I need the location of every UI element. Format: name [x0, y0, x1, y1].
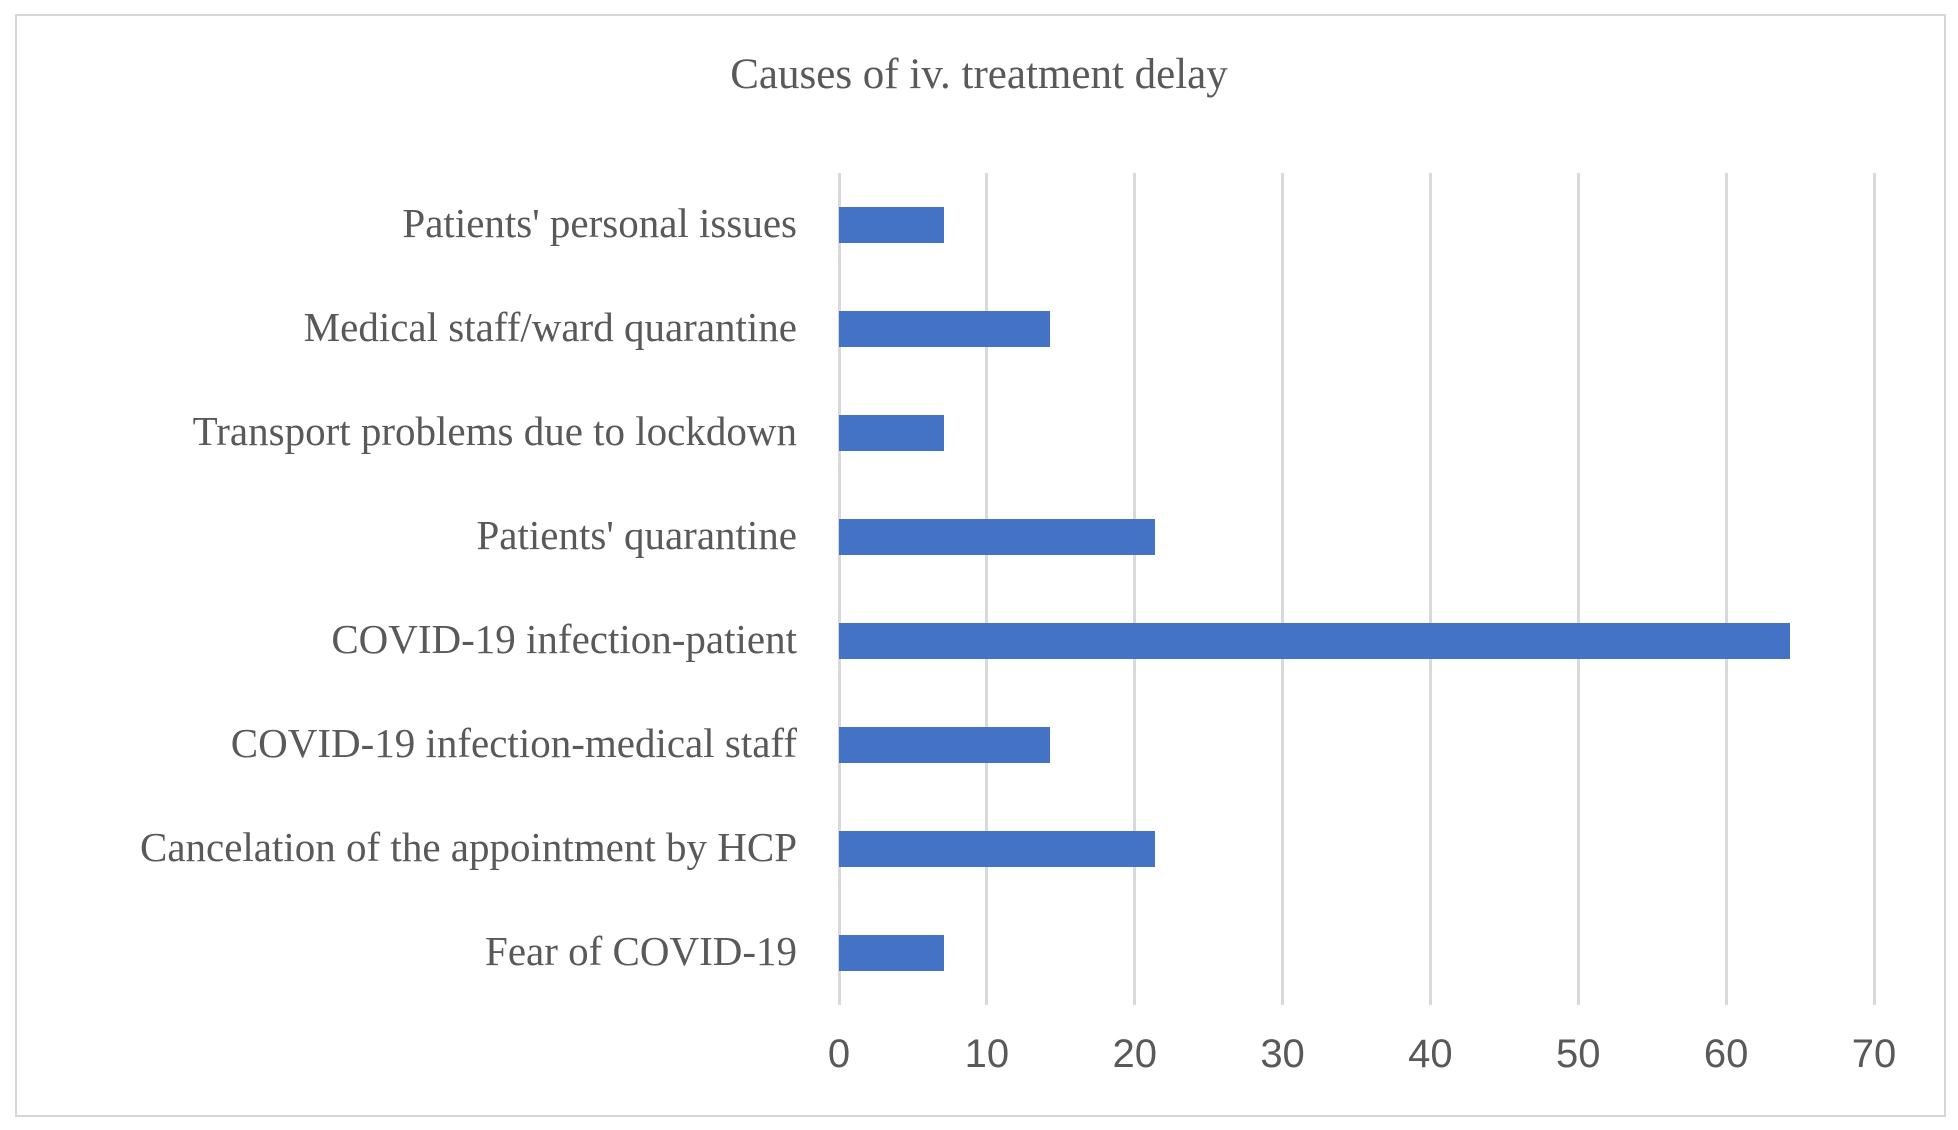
category-label: Fear of COVID-19	[485, 928, 797, 974]
bar	[839, 415, 944, 451]
bar-row: Cancelation of the appointment by HCP	[0, 797, 1958, 901]
gridline-x-0	[837, 173, 841, 1005]
category-label: Patients' quarantine	[476, 512, 798, 558]
bar-row: COVID-19 infection-medical staff	[0, 693, 1958, 797]
x-axis-tick-label: 70	[1851, 1032, 1897, 1076]
x-axis-tick-label: 30	[1260, 1032, 1305, 1076]
chart-title: Causes of iv. treatment delay	[730, 51, 1228, 98]
bar	[839, 935, 944, 971]
x-axis-tick-label: 50	[1556, 1032, 1601, 1076]
bar	[839, 519, 1156, 555]
category-label: Medical staff/ward quarantine	[303, 304, 797, 350]
category-label: Patients' personal issues	[402, 200, 797, 246]
gridline-x-30	[1281, 173, 1285, 1005]
gridline-x-20	[1133, 173, 1137, 1005]
category-label: COVID-19 infection-patient	[331, 616, 797, 662]
bar-row: Fear of COVID-19	[0, 901, 1958, 1005]
gridline-x-40	[1428, 173, 1432, 1005]
bar-row: Transport problems due to lockdown	[0, 381, 1958, 485]
bar-row: Medical staff/ward quarantine	[0, 277, 1958, 381]
bar	[839, 727, 1051, 763]
category-label: Transport problems due to lockdown	[192, 408, 797, 454]
x-axis-tick-label: 20	[1112, 1032, 1157, 1076]
gridline-x-10	[985, 173, 989, 1005]
x-axis-tick-label: 40	[1408, 1032, 1453, 1076]
bar	[839, 311, 1051, 347]
x-axis-tick-label: 10	[964, 1032, 1010, 1076]
category-label: Cancelation of the appointment by HCP	[139, 824, 797, 870]
bar	[839, 831, 1156, 867]
x-axis-tick-label: 60	[1703, 1032, 1749, 1076]
category-label: COVID-19 infection-medical staff	[230, 720, 797, 766]
gridline-x-50	[1576, 173, 1580, 1005]
x-axis-tick-label: 0	[827, 1032, 851, 1076]
bar-row: COVID-19 infection-patient	[0, 589, 1958, 693]
bar	[839, 623, 1790, 659]
gridline-x-70	[1872, 173, 1876, 1005]
bar	[839, 207, 944, 243]
gridline-x-60	[1724, 173, 1728, 1005]
bar-row: Patients' personal issues	[0, 173, 1958, 277]
bar-row: Patients' quarantine	[0, 485, 1958, 589]
